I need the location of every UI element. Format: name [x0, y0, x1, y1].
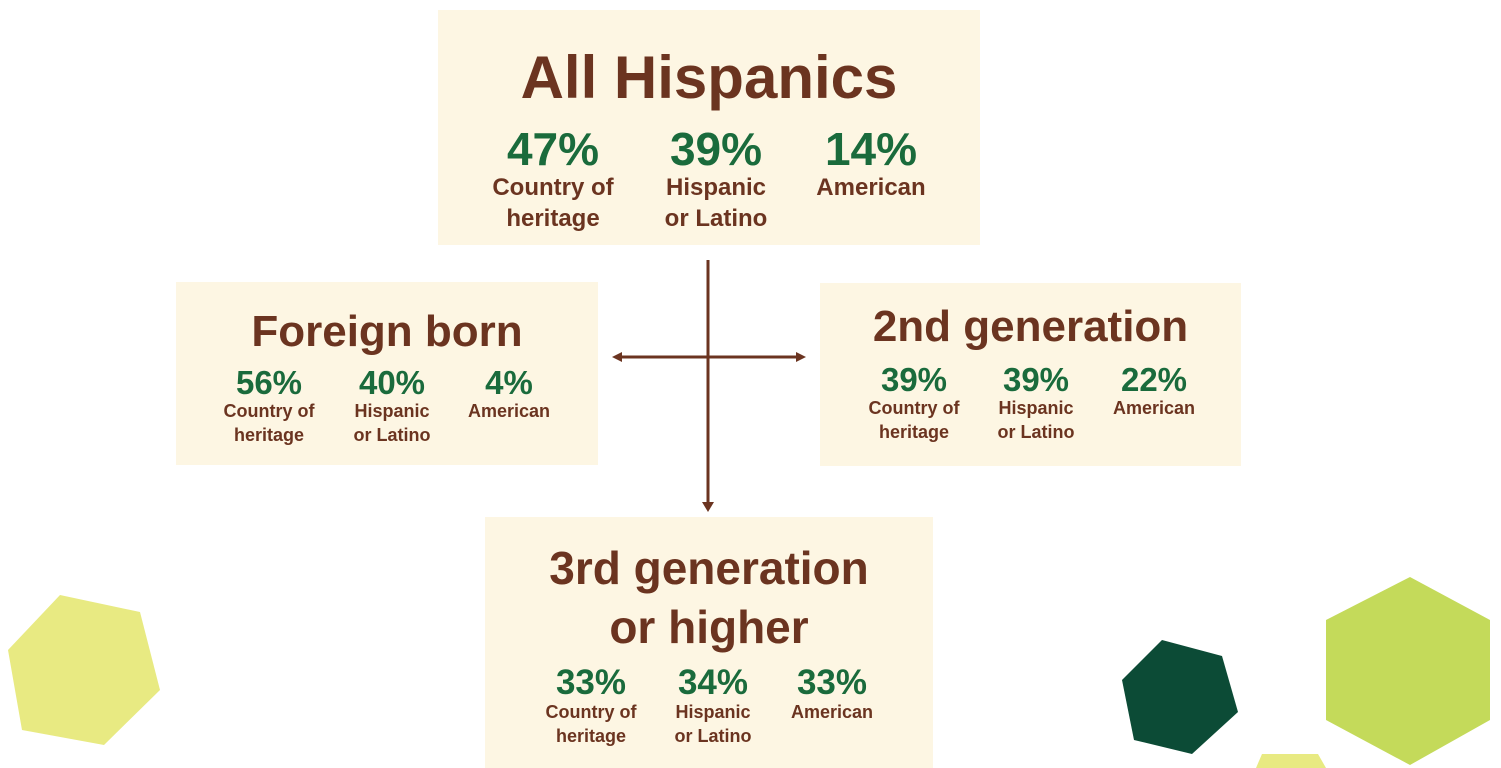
stat: 56% Country of heritage [224, 366, 315, 447]
stat-value: 33% [555, 663, 627, 702]
info-box: 2nd generation 39% Country of heritage 39% Hi… [820, 283, 1241, 466]
stat: 47% Country of heritage [492, 126, 613, 234]
stat: 33% American [791, 665, 873, 724]
stat-value: 56% [235, 364, 303, 401]
stat-label: Hispanic [675, 702, 751, 722]
arrowhead [702, 502, 714, 512]
stat-value: 39% [880, 361, 948, 398]
stat-label: Hispanic [665, 174, 767, 201]
stat-value: 39% [669, 123, 763, 175]
hexagon [1256, 754, 1326, 768]
box-title: or higher [609, 601, 809, 653]
stat-value: 33% [796, 663, 868, 702]
stat-label: Hispanic [354, 401, 430, 421]
stat-label: heritage [878, 422, 950, 442]
info-box: Foreign born 56% Country of heritage 40% Hisp… [176, 282, 598, 465]
stat: 22% American [1113, 363, 1195, 420]
stat-value: 47% [506, 123, 600, 175]
stat-label: Country of [492, 174, 614, 201]
info-box: 3rd generation or higher 33% Country of heri… [485, 517, 933, 768]
stat: 39% Hispanic or Latino [998, 363, 1075, 444]
stat-label: or Latino [674, 726, 752, 746]
stat-label: or Latino [997, 422, 1075, 442]
box-title: All Hispanics [520, 44, 898, 111]
stat: 39% Country of heritage [869, 363, 960, 444]
stat: 34% Hispanic or Latino [675, 665, 752, 748]
stat-value: 4% [485, 364, 533, 401]
stat-value: 39% [1002, 361, 1070, 398]
box-title: Foreign born [251, 307, 523, 356]
stat-label: American [816, 174, 926, 201]
stat-label: Country of [545, 702, 637, 722]
stat-label: Hispanic [998, 398, 1074, 418]
stat-label: or Latino [664, 205, 768, 232]
stat-label: Country of [223, 401, 315, 421]
stat: 4% American [468, 366, 550, 423]
stat: 40% Hispanic or Latino [354, 366, 431, 447]
box-title: 2nd generation [872, 302, 1189, 351]
hexagon [1122, 640, 1238, 754]
box-title: 3rd generation [549, 542, 869, 594]
stat: 33% Country of heritage [546, 665, 637, 748]
stat: 14% American [816, 126, 925, 203]
stat-value: 22% [1120, 361, 1188, 398]
stat-label: heritage [506, 205, 600, 232]
stat-label: American [1112, 398, 1196, 418]
arrows [612, 260, 806, 512]
stat-value: 40% [358, 364, 426, 401]
stat: 39% Hispanic or Latino [665, 126, 768, 234]
stat-label: American [790, 702, 874, 722]
arrowhead [796, 352, 806, 362]
stat-value: 34% [677, 663, 749, 702]
stat-label: or Latino [353, 425, 431, 445]
stat-label: heritage [233, 425, 305, 445]
stat-value: 14% [824, 123, 918, 175]
stat-label: American [467, 401, 551, 421]
hexagon [1326, 577, 1490, 765]
stat-label: Country of [868, 398, 960, 418]
hexagon [8, 595, 160, 745]
info-box: All Hispanics 47% Country of heritage 39% His… [438, 10, 980, 245]
arrowhead [612, 352, 622, 362]
stat-label: heritage [555, 726, 627, 746]
